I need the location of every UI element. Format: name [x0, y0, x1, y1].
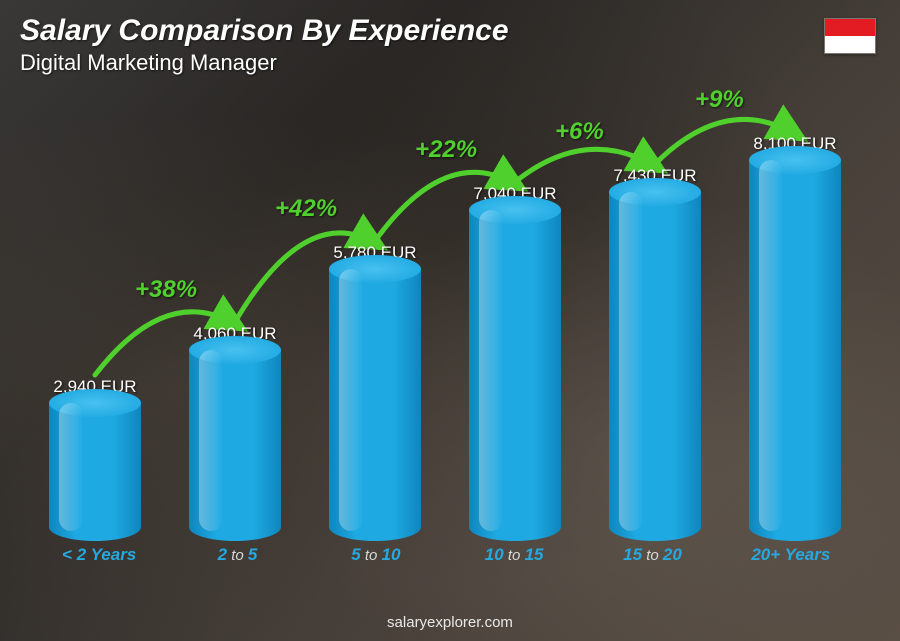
chart-container: Salary Comparison By Experience Digital …	[0, 0, 900, 641]
bar-shine	[339, 269, 363, 531]
bar-slot: 5,780 EUR	[310, 100, 440, 541]
bars-group: 2,940 EUR4,060 EUR5,780 EUR7,040 EUR7,43…	[30, 100, 860, 541]
bar-slot: 8,100 EUR	[730, 100, 860, 541]
flag-top-stripe	[825, 19, 875, 36]
footer-attribution: salaryexplorer.com	[0, 614, 900, 631]
x-axis-label: 10 to 15	[445, 545, 583, 571]
x-axis-label: < 2 Years	[30, 545, 168, 571]
bar-slot: 2,940 EUR	[30, 100, 160, 541]
bar-shine	[619, 192, 643, 531]
bar	[609, 192, 701, 541]
bar	[49, 403, 141, 541]
bar-shine	[199, 350, 223, 531]
bar	[469, 210, 561, 541]
flag-bottom-stripe	[825, 36, 875, 53]
country-flag	[824, 18, 876, 54]
bar-shine	[759, 160, 783, 531]
x-axis-label: 5 to 10	[307, 545, 445, 571]
x-axis-label: 20+ Years	[722, 545, 860, 571]
bar-shine	[59, 403, 83, 531]
bar-slot: 4,060 EUR	[170, 100, 300, 541]
bar-shine	[479, 210, 503, 531]
x-axis-label: 2 to 5	[168, 545, 306, 571]
bar-chart: +38%+42%+22%+6%+9% 2,940 EUR4,060 EUR5,7…	[30, 100, 860, 571]
x-axis-labels: < 2 Years2 to 55 to 1010 to 1515 to 2020…	[30, 545, 860, 571]
bar	[189, 350, 281, 541]
chart-subtitle: Digital Marketing Manager	[20, 50, 509, 76]
bar-slot: 7,040 EUR	[450, 100, 580, 541]
bar	[329, 269, 421, 541]
chart-title: Salary Comparison By Experience	[20, 14, 509, 48]
header: Salary Comparison By Experience Digital …	[20, 14, 509, 76]
x-axis-label: 15 to 20	[583, 545, 721, 571]
bar	[749, 160, 841, 541]
bar-slot: 7,430 EUR	[590, 100, 720, 541]
